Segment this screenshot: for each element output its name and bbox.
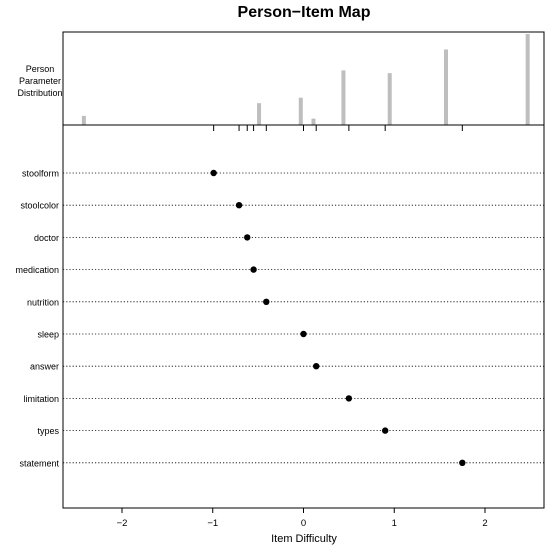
person-bar-7 <box>525 34 530 125</box>
item-label-statement: statement <box>19 458 59 468</box>
person-bar-1 <box>257 103 262 125</box>
person-label-line-2: Parameter <box>19 76 61 86</box>
person-distribution-bars <box>81 34 530 125</box>
x-tick-label-4: 2 <box>482 518 487 529</box>
item-labels: stoolform stoolcolor doctor medication nutri… <box>15 169 59 469</box>
item-point-limitation <box>345 395 353 402</box>
chart-title: Person−Item Map <box>238 4 371 21</box>
x-axis-label: Item Difficulty <box>271 533 337 545</box>
x-axis: −2 −1 0 1 2 <box>117 508 488 529</box>
item-point-medication <box>250 266 257 273</box>
item-point-answer <box>313 363 320 370</box>
person-bar-2 <box>298 97 303 125</box>
item-label-doctor: doctor <box>34 233 59 243</box>
item-point-nutrition <box>263 298 270 305</box>
person-bar-4 <box>341 70 346 125</box>
item-point-stoolcolor <box>235 202 243 209</box>
item-panel-frame <box>62 124 545 509</box>
x-tick-label-2: 0 <box>301 518 306 529</box>
item-label-answer: answer <box>30 362 59 372</box>
person-bar-0 <box>81 115 86 125</box>
person-panel-label: Person Parameter Distribution <box>17 64 62 98</box>
item-label-nutrition: nutrition <box>27 297 59 307</box>
item-point-types <box>381 427 389 434</box>
item-grid-lines <box>63 172 544 464</box>
item-label-sleep: sleep <box>37 330 59 340</box>
person-label-line-1: Person <box>26 64 55 74</box>
item-label-stoolcolor: stoolcolor <box>20 201 59 211</box>
item-point-doctor <box>244 234 251 241</box>
person-bar-3 <box>311 118 316 125</box>
item-location-ticks <box>213 125 463 131</box>
item-points <box>210 169 466 466</box>
item-label-limitation: limitation <box>23 394 59 404</box>
x-tick-label-3: 1 <box>392 518 397 529</box>
item-point-statement <box>459 459 466 466</box>
item-point-stoolform <box>210 169 217 177</box>
x-tick-label-1: −1 <box>207 518 218 529</box>
x-tick-label-0: −2 <box>117 518 128 529</box>
item-label-types: types <box>37 426 59 436</box>
person-panel-frame <box>62 31 545 126</box>
person-bar-6 <box>443 49 448 125</box>
person-bar-5 <box>387 73 392 125</box>
item-point-sleep <box>300 330 307 338</box>
item-label-stoolform: stoolform <box>22 169 59 179</box>
person-label-line-3: Distribution <box>17 88 62 98</box>
item-label-medication: medication <box>15 265 59 275</box>
